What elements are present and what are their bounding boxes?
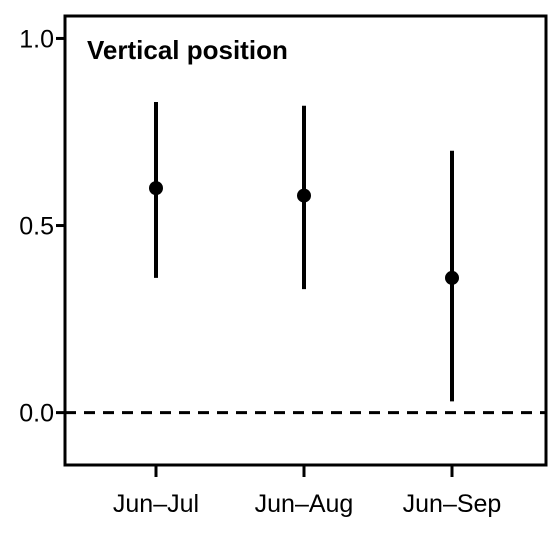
estimate-point xyxy=(297,188,311,203)
y-axis: 0.0 0.5 1.0 xyxy=(19,25,65,428)
x-axis: Jun–Jul Jun–Aug Jun–Sep xyxy=(113,465,501,518)
estimate-point xyxy=(149,181,163,196)
y-tick-label: 1.0 xyxy=(19,25,54,53)
y-tick-label: 0.0 xyxy=(19,400,54,428)
estimate-point xyxy=(445,270,459,285)
x-tick-label: Jun–Sep xyxy=(403,490,502,518)
y-tick-label: 0.5 xyxy=(19,213,54,241)
x-tick-label: Jun–Aug xyxy=(255,490,354,518)
x-tick-label: Jun–Jul xyxy=(113,490,199,518)
panel-title: Vertical position xyxy=(87,35,288,65)
data-marks xyxy=(149,102,459,402)
